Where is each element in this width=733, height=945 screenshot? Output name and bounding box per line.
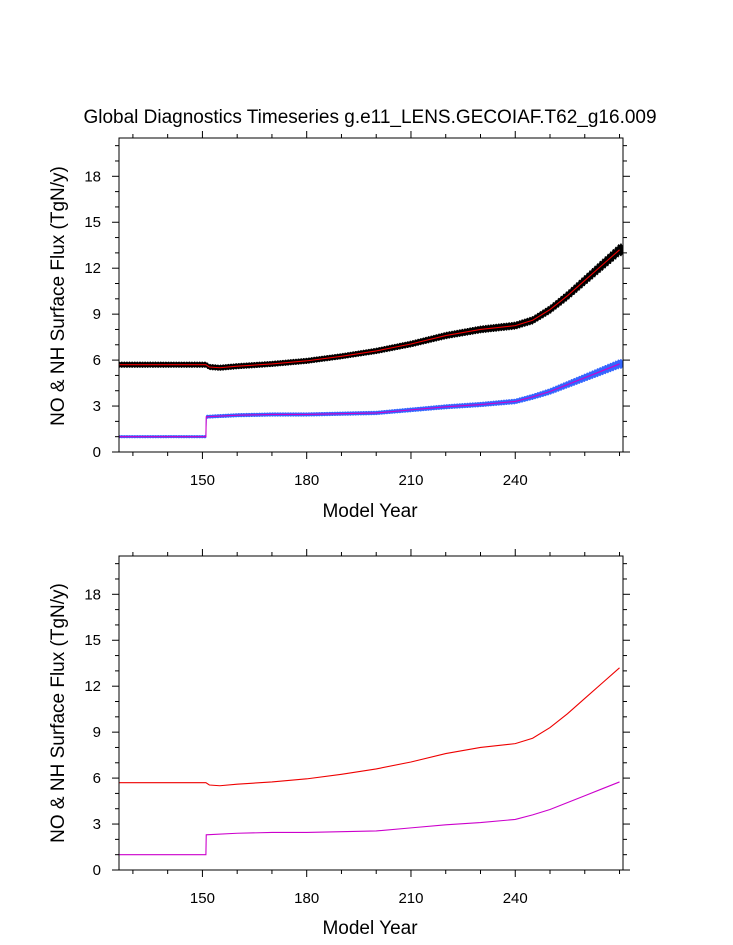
bottom-xtick-label: 210 [398,890,423,907]
top-ytick-label: 3 [93,398,101,415]
panel-top: NO & NH Surface Flux (TgN/y) Model Year [48,166,418,522]
bottom-ytick-label: 9 [93,724,101,741]
chart-title: Global Diagnostics Timeseries g.e11_LENS… [83,107,656,128]
bottom-ylabel: NO & NH Surface Flux (TgN/y) [48,583,69,843]
bottom-ytick-label: 0 [93,862,101,879]
bottom-series-0-line [119,667,620,787]
top-ytick-label: 12 [84,260,101,277]
top-xtick-label: 180 [294,472,319,489]
bottom-series-1-line [119,781,620,856]
top-series-0-line [119,249,620,369]
top-xtick-label: 240 [503,472,528,489]
bottom-plot: 0 3 6 9 12 15 18 150 180 210 240 [84,549,630,907]
top-xtick-label: 210 [398,472,423,489]
top-series-1-line [119,363,620,438]
top-xtick-label: 150 [190,472,215,489]
top-ytick-label: 0 [93,444,101,461]
bottom-xtick-label: 180 [294,890,319,907]
bottom-plot-frame [118,555,624,871]
bottom-xlabel: Model Year [322,918,418,939]
top-xlabel: Model Year [322,501,418,522]
top-ytick-label: 15 [84,214,101,231]
top-ylabel: NO & NH Surface Flux (TgN/y) [48,166,69,426]
bottom-ytick-label: 6 [93,770,101,787]
bottom-ytick-label: 3 [93,816,101,833]
bottom-xtick-label: 240 [503,890,528,907]
bottom-ytick-label: 12 [84,678,101,695]
bottom-ytick-label: 15 [84,632,101,649]
top-ytick-label: 6 [93,352,101,369]
top-ytick-label: 18 [84,168,101,185]
top-series-1-monthly [118,358,623,439]
top-ytick-label: 9 [93,306,101,323]
panel-bottom: NO & NH Surface Flux (TgN/y) Model Year [48,583,418,939]
top-plot: 0 3 6 9 12 15 18 150 180 210 240 [84,131,630,489]
bottom-ytick-label: 18 [84,586,101,603]
bottom-xtick-label: 150 [190,890,215,907]
top-plot-frame [118,137,624,453]
